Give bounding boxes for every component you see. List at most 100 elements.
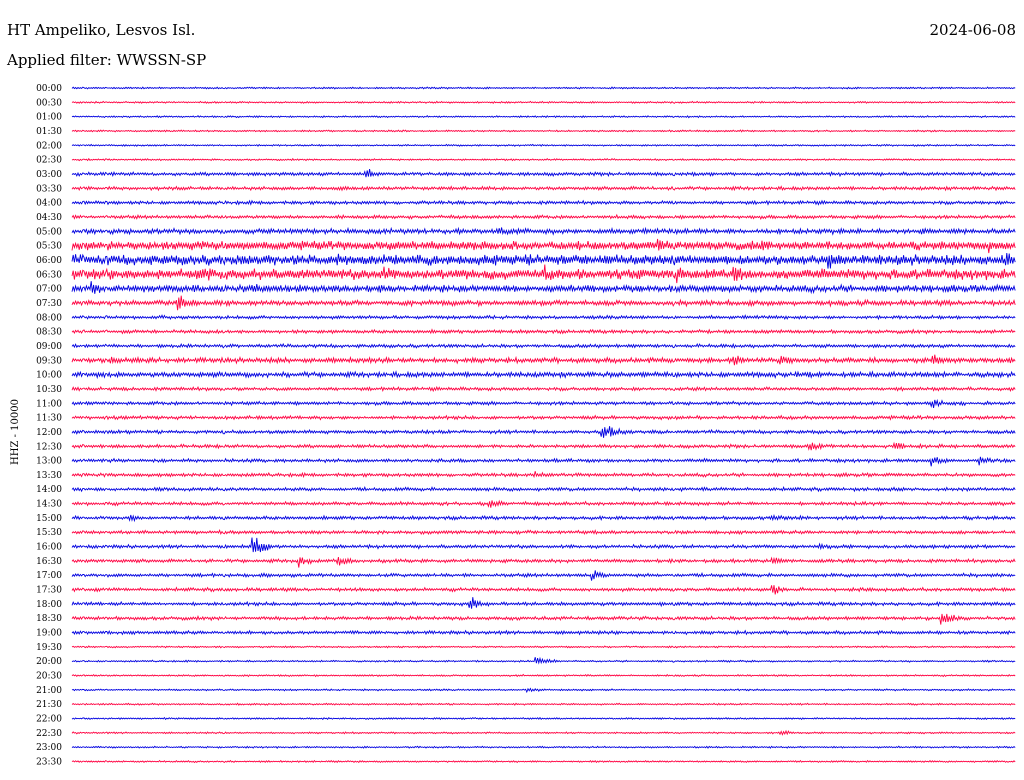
row-tick-label: 17:30: [36, 586, 62, 596]
trace-row-0030: [71, 100, 1016, 105]
trace-row-2300: [71, 745, 1016, 749]
trace-row-0100: [71, 115, 1016, 119]
trace-row-0400: [71, 199, 1016, 206]
trace-row-1230: [71, 441, 1016, 451]
trace-row-0730: [71, 295, 1016, 311]
trace-row-0600: [71, 252, 1016, 269]
trace-row-1630: [71, 556, 1016, 568]
row-tick-label: 03:30: [36, 184, 62, 194]
row-tick-label: 18:00: [36, 600, 62, 610]
row-tick-label: 02:00: [36, 141, 62, 151]
trace-row-0930: [71, 354, 1016, 366]
date-label: 2024-06-08: [929, 21, 1016, 39]
trace-row-0900: [71, 342, 1016, 349]
filter-label: Applied filter: WWSSN-SP: [7, 51, 207, 69]
trace-row-1100: [71, 398, 1016, 408]
trace-row-0800: [71, 314, 1016, 321]
row-tick-label: 23:00: [36, 743, 62, 753]
row-tick-label: 19:30: [36, 643, 62, 653]
row-tick-label: 23:30: [36, 758, 62, 768]
trace-row-1530: [71, 529, 1016, 536]
row-tick-label: 20:30: [36, 672, 62, 682]
row-tick-label: 11:00: [36, 399, 62, 409]
row-tick-label: 00:30: [36, 98, 62, 108]
trace-row-1300: [71, 456, 1016, 467]
trace-row-2100: [71, 687, 1016, 694]
row-tick-label: 15:30: [36, 528, 62, 538]
row-tick-label: 16:00: [36, 543, 62, 553]
row-tick-label: 04:30: [36, 213, 62, 223]
trace-row-0630: [71, 264, 1016, 284]
trace-row-0500: [71, 226, 1016, 236]
row-tick-label: 05:30: [36, 242, 62, 252]
trace-row-1030: [71, 385, 1016, 393]
row-tick-label: 06:30: [36, 270, 62, 280]
trace-row-1930: [71, 645, 1016, 649]
trace-row-0230: [71, 157, 1016, 162]
trace-row-2030: [71, 673, 1016, 678]
trace-row-1400: [71, 486, 1016, 493]
trace-row-2130: [71, 702, 1016, 706]
trace-row-1200: [71, 426, 1016, 438]
row-tick-label: 11:30: [36, 414, 62, 424]
row-tick-label: 06:00: [36, 256, 62, 266]
trace-row-0200: [71, 143, 1016, 148]
row-tick-label: 05:00: [36, 227, 62, 237]
row-tick-label: 09:00: [36, 342, 62, 352]
trace-row-1800: [71, 597, 1016, 609]
trace-row-0130: [71, 129, 1016, 133]
row-tick-label: 00:00: [36, 84, 62, 94]
row-tick-label: 14:00: [36, 485, 62, 495]
row-tick-label: 22:30: [36, 729, 62, 739]
row-tick-label: 08:30: [36, 328, 62, 338]
row-tick-label: 18:30: [36, 614, 62, 624]
row-tick-label: 20:00: [36, 657, 62, 667]
row-tick-label: 22:00: [36, 715, 62, 725]
trace-row-1900: [71, 629, 1016, 636]
row-tick-label: 07:30: [36, 299, 62, 309]
trace-row-0430: [71, 213, 1016, 220]
row-tick-label: 10:00: [36, 371, 62, 381]
trace-row-1500: [71, 513, 1016, 523]
row-tick-label: 15:00: [36, 514, 62, 524]
trace-row-2000: [71, 656, 1016, 665]
row-tick-label: 04:00: [36, 199, 62, 209]
row-tick-label: 09:30: [36, 356, 62, 366]
row-tick-label: 01:30: [36, 127, 62, 137]
row-tick-label: 12:30: [36, 442, 62, 452]
row-tick-label: 19:00: [36, 629, 62, 639]
trace-row-1730: [71, 585, 1016, 595]
station-title: HT Ampeliko, Lesvos Isl.: [7, 21, 196, 39]
trace-row-0830: [71, 328, 1016, 335]
trace-row-1430: [71, 499, 1016, 508]
row-tick-label: 07:00: [36, 285, 62, 295]
row-tick-label: 21:30: [36, 700, 62, 710]
row-tick-label: 13:30: [36, 471, 62, 481]
trace-row-2200: [71, 716, 1016, 721]
row-tick-label: 12:00: [36, 428, 62, 438]
trace-row-2230: [71, 729, 1016, 736]
trace-row-1830: [71, 613, 1016, 625]
row-tick-label: 10:30: [36, 385, 62, 395]
trace-row-1130: [71, 414, 1016, 421]
trace-row-1600: [71, 537, 1016, 553]
trace-row-2330: [71, 759, 1016, 764]
trace-row-0530: [71, 238, 1016, 254]
row-tick-label: 02:30: [36, 156, 62, 166]
row-tick-label: 17:00: [36, 571, 62, 581]
row-tick-label: 01:00: [36, 113, 62, 123]
trace-row-0330: [71, 185, 1016, 192]
trace-row-1000: [71, 370, 1016, 380]
trace-row-1330: [71, 471, 1016, 479]
row-tick-label: 14:30: [36, 500, 62, 510]
row-tick-label: 03:00: [36, 170, 62, 180]
trace-row-0300: [71, 169, 1016, 178]
trace-row-0000: [71, 86, 1016, 90]
row-tick-label: 08:00: [36, 313, 62, 323]
trace-row-1700: [71, 570, 1016, 581]
row-tick-label: 16:30: [36, 557, 62, 567]
trace-row-0700: [71, 281, 1016, 295]
row-tick-label: 13:00: [36, 457, 62, 467]
row-tick-label: 21:00: [36, 686, 62, 696]
